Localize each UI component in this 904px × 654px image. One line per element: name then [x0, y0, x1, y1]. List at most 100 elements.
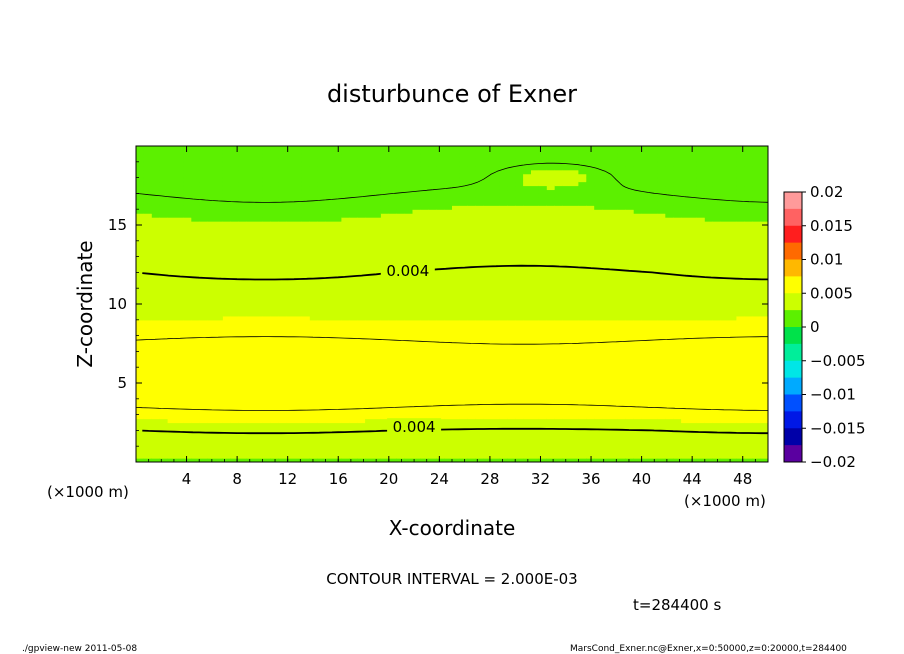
field-cell	[286, 146, 295, 151]
field-cell	[491, 434, 500, 439]
field-cell	[570, 217, 579, 222]
field-cell	[167, 335, 177, 341]
field-cell	[309, 244, 319, 250]
field-cell	[215, 173, 224, 179]
field-cell	[467, 157, 477, 163]
field-cell	[452, 347, 461, 352]
field-cell	[167, 161, 177, 167]
field-cell	[175, 221, 184, 226]
field-cell	[404, 323, 414, 329]
field-cell	[262, 363, 271, 368]
field-cell	[262, 311, 271, 317]
field-cell	[349, 256, 358, 262]
field-cell	[578, 347, 587, 352]
field-cell	[278, 232, 287, 238]
field-cell	[191, 418, 200, 424]
field-cell	[610, 300, 619, 305]
field-cell	[246, 292, 256, 297]
field-cell	[159, 292, 169, 297]
field-cell	[515, 363, 524, 368]
field-cell	[459, 335, 469, 341]
field-cell	[207, 240, 216, 246]
field-cell	[507, 232, 516, 238]
field-cell	[199, 371, 208, 376]
field-cell	[404, 201, 414, 206]
field-cell	[578, 450, 587, 455]
field-cell	[610, 379, 619, 384]
field-cell	[396, 209, 406, 214]
field-cell	[215, 260, 224, 266]
field-cell	[475, 331, 485, 337]
field-cell	[175, 446, 184, 451]
field-cell	[388, 292, 398, 297]
field-cell	[491, 157, 500, 163]
field-cell	[444, 414, 453, 420]
field-cell	[610, 383, 619, 388]
field-cell	[459, 165, 469, 171]
field-cell	[562, 363, 572, 368]
field-cell	[562, 315, 572, 321]
field-cell	[436, 217, 445, 222]
field-cell	[317, 248, 327, 254]
field-cell	[602, 221, 611, 226]
field-cell	[238, 185, 248, 191]
field-cell	[467, 236, 477, 242]
field-cell	[143, 185, 153, 191]
field-cell	[199, 406, 208, 412]
field-cell	[515, 228, 524, 234]
field-cell	[294, 213, 303, 218]
field-cell	[286, 319, 295, 325]
field-cell	[215, 296, 224, 301]
field-cell	[467, 386, 477, 392]
field-cell	[349, 280, 358, 285]
field-cell	[222, 327, 232, 333]
field-cell	[230, 347, 240, 352]
field-cell	[515, 213, 524, 218]
field-cell	[191, 339, 200, 345]
field-cell	[183, 351, 192, 356]
field-cell	[444, 442, 453, 447]
field-cell	[602, 217, 611, 222]
field-cell	[444, 240, 453, 246]
field-cell	[341, 327, 350, 333]
field-cell	[594, 173, 603, 179]
field-cell	[523, 193, 532, 198]
field-cell	[301, 225, 311, 230]
field-cell	[254, 157, 263, 163]
field-cell	[594, 161, 603, 167]
field-cell	[294, 260, 303, 266]
field-cell	[301, 244, 311, 250]
field-cell	[515, 284, 524, 289]
field-cell	[167, 189, 177, 194]
field-cell	[199, 315, 208, 321]
field-cell	[246, 319, 256, 325]
field-cell	[538, 363, 548, 368]
field-cell	[215, 327, 224, 333]
field-cell	[349, 161, 358, 167]
field-cell	[262, 319, 271, 325]
field-cell	[357, 323, 366, 329]
field-cell	[507, 205, 516, 210]
field-cell	[436, 414, 445, 420]
field-cell	[420, 193, 429, 198]
field-cell	[586, 434, 595, 439]
field-cell	[207, 264, 216, 270]
field-cell	[254, 339, 263, 345]
field-cell	[254, 394, 263, 400]
field-cell	[278, 260, 287, 266]
field-cell	[365, 414, 374, 420]
field-cell	[602, 450, 611, 455]
field-cell	[199, 244, 208, 250]
field-cell	[238, 394, 248, 400]
field-cell	[594, 169, 603, 175]
field-cell	[444, 173, 453, 179]
field-cell	[491, 304, 500, 309]
field-cell	[420, 458, 429, 462]
field-cell	[570, 458, 579, 462]
field-cell	[151, 181, 161, 187]
field-cell	[365, 217, 374, 222]
field-cell	[159, 260, 169, 266]
field-cell	[412, 189, 421, 194]
field-cell	[570, 236, 579, 242]
field-cell	[459, 379, 469, 384]
